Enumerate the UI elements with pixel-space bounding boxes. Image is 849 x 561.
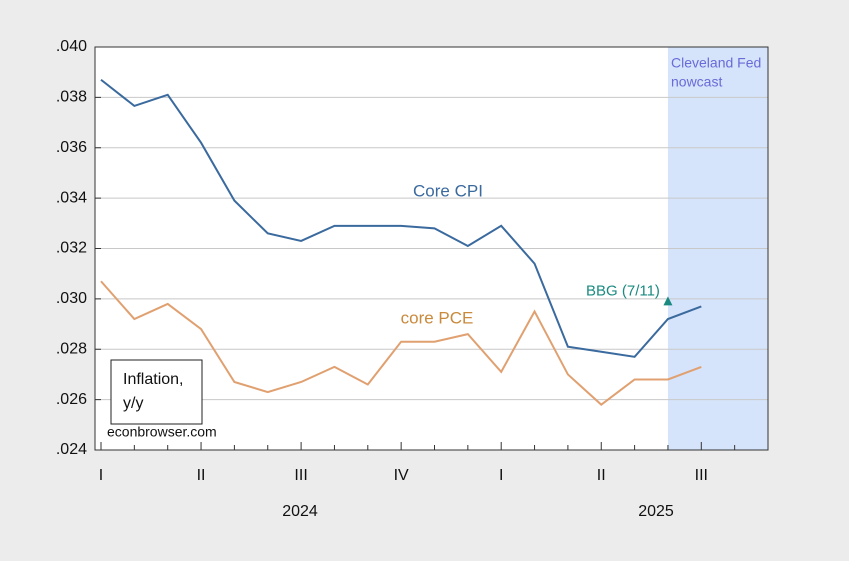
shade-label: nowcast: [671, 74, 722, 90]
x-tick-label: I: [99, 467, 103, 484]
y-tick-label: .034: [56, 189, 87, 206]
x-tick-label: III: [294, 467, 307, 484]
x-tick-label: II: [597, 467, 606, 484]
y-tick-label: .026: [56, 391, 87, 408]
source-label: econbrowser.com: [107, 424, 217, 440]
x-tick-label: IV: [394, 467, 409, 484]
y-tick-label: .028: [56, 340, 87, 357]
y-tick-label: .032: [56, 240, 87, 257]
shade-label: Cleveland Fed: [671, 55, 761, 71]
y-tick-label: .024: [56, 441, 87, 458]
x-tick-label: I: [499, 467, 503, 484]
year-label: 2025: [638, 503, 674, 520]
y-tick-label: .036: [56, 139, 87, 156]
series-line: [100, 78, 702, 358]
y-tick-label: .038: [56, 89, 87, 106]
bbg-marker: [663, 296, 673, 306]
bbg-label: BBG (7/11): [586, 282, 660, 299]
plot-frame: [94, 46, 769, 451]
box-label: Inflation,: [123, 371, 183, 388]
series-label: Core CPI: [413, 181, 483, 200]
y-tick-label: .040: [56, 38, 87, 55]
y-tick-label: .030: [56, 290, 87, 307]
x-tick-label: III: [695, 467, 708, 484]
x-tick-label: II: [197, 467, 206, 484]
box-label: y/y: [123, 395, 143, 412]
legend-box: [110, 359, 203, 425]
year-label: 2024: [282, 503, 318, 520]
series-line: [100, 280, 702, 406]
series-label: core PCE: [401, 308, 474, 327]
